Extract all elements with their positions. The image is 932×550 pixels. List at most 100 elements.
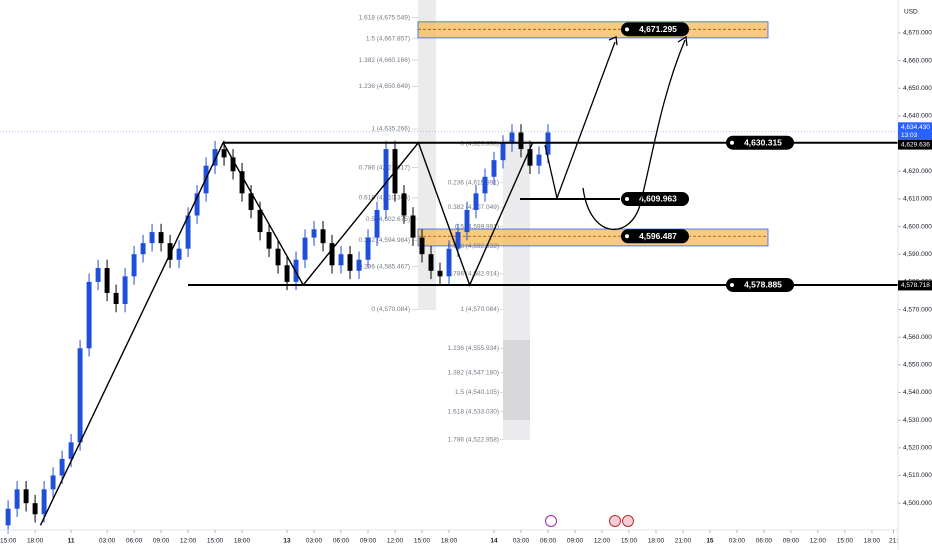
level-tag [726, 277, 794, 292]
candle-body [464, 209, 470, 233]
level-tag-dot [625, 234, 629, 239]
level-tag [621, 191, 689, 206]
candle-body [383, 149, 389, 210]
x-tick-label: 15:00 [0, 538, 17, 545]
candle-body [176, 248, 182, 260]
candle-body [365, 237, 371, 260]
axis-tag-label: 4,578.718 [901, 282, 930, 289]
level-tag-dot [625, 196, 629, 201]
y-tick-label: 4,550.000 [903, 362, 932, 369]
candle-body [302, 237, 308, 260]
candle-body [14, 489, 20, 509]
fib-label: 0.236 (4,615.891) [448, 179, 499, 186]
fib-label: 1.5 (4,540.105) [455, 389, 499, 396]
y-tick-label: 4,540.000 [903, 389, 932, 396]
fib-label: 1.236 (4,555.934) [448, 345, 499, 352]
level-tag-dot [730, 140, 734, 145]
x-tick-label: 14 [490, 538, 498, 545]
fib-label: 0.5 (4,602.675) [366, 216, 410, 223]
candle-body [419, 237, 425, 255]
candle-body [41, 489, 47, 515]
fib-label: 1 (4,570.084) [460, 306, 499, 313]
candle-body [410, 215, 416, 238]
x-tick-label: 09:00 [153, 538, 170, 545]
y-tick-label: 4,600.000 [903, 223, 932, 230]
candle-body [446, 248, 452, 277]
last-price-tag [898, 122, 932, 140]
level-label: 4,609.963 [639, 194, 677, 204]
x-tick-label: 13 [283, 538, 291, 545]
x-tick-label: 18:00 [864, 538, 881, 545]
candle-body [95, 268, 101, 282]
candle-body [113, 292, 119, 305]
event-icon[interactable] [609, 515, 621, 527]
level-tag [726, 135, 794, 150]
x-tick-label: 15:00 [621, 538, 638, 545]
candle-body [194, 193, 200, 216]
x-tick-label: 21:00 [675, 538, 692, 545]
fib-label: 0.236 (4,585.467) [359, 263, 410, 270]
x-tick-label: 06:00 [126, 538, 143, 545]
fib-column-shade [503, 340, 530, 420]
level-tag-dot [625, 27, 629, 32]
candle-body [491, 160, 497, 177]
candle-body [518, 132, 524, 150]
arrow [556, 41, 616, 199]
x-tick-label: 18:00 [648, 538, 665, 545]
x-tick-label: 03:00 [99, 538, 116, 545]
fib-label: 1.382 (4,660.166) [359, 57, 410, 64]
fib-label: 0 (4,570.084) [371, 306, 410, 313]
candle-body [311, 229, 317, 238]
event-icon[interactable] [545, 515, 557, 527]
fib-label: 0.382 (4,607.049) [448, 204, 499, 211]
fib-label: 1 (4,635.266) [371, 126, 410, 133]
candle-body [284, 265, 290, 282]
x-tick-label: 12:00 [180, 538, 197, 545]
candle-body [527, 149, 533, 166]
arrow [582, 39, 686, 230]
level-label: 4,671.295 [639, 24, 677, 34]
x-tick-label: 03:00 [729, 538, 746, 545]
candle-body [437, 270, 443, 277]
level-tag [621, 22, 689, 37]
candle-body [374, 209, 380, 238]
y-tick-label: 4,660.000 [903, 57, 932, 64]
candle-body [482, 176, 488, 194]
x-tick-label: 15:00 [837, 538, 854, 545]
fib-label: 0 (4,629.898) [460, 141, 499, 148]
fib-label: 1.618 (4,675.549) [359, 14, 410, 21]
candle-body [473, 193, 479, 210]
y-tick-label: 4,510.000 [903, 472, 932, 479]
fib-label: 0.618 (4,592.932) [448, 243, 499, 250]
fib-label: 1.382 (4,547.180) [448, 369, 499, 376]
candle-body [131, 254, 137, 277]
fib-label: 0.786 (4,582.914) [448, 271, 499, 278]
candle-body [455, 232, 461, 249]
last-price-time: 13:03 [901, 132, 918, 139]
level-label: 4,630.315 [744, 137, 782, 147]
x-tick-label: 21: [889, 538, 898, 545]
x-tick-label: 12:00 [810, 538, 827, 545]
event-icon[interactable] [622, 515, 634, 527]
x-tick-label: 09:00 [567, 538, 584, 545]
x-tick-label: 06:00 [756, 538, 773, 545]
candle-body [5, 508, 11, 526]
x-tick-label: 15:00 [414, 538, 431, 545]
y-tick-label: 4,670.000 [903, 30, 932, 37]
y-tick-label: 4,520.000 [903, 445, 932, 452]
candle-body [509, 132, 515, 144]
x-tick-label: 12:00 [594, 538, 611, 545]
candle-body [149, 232, 155, 244]
candle-body [320, 229, 326, 244]
arrow-head [608, 36, 618, 46]
candle-body [68, 442, 74, 459]
candle-body [239, 171, 245, 194]
level-label: 4,578.885 [744, 280, 782, 290]
level-label: 4,596.487 [639, 231, 677, 241]
candle-body [158, 232, 164, 244]
fib-label: 0.382 (4,594.984) [359, 237, 410, 244]
x-tick-label: 09:00 [783, 538, 800, 545]
candle-body [347, 254, 353, 271]
zone [417, 21, 769, 39]
x-tick-label: 18:00 [234, 538, 251, 545]
